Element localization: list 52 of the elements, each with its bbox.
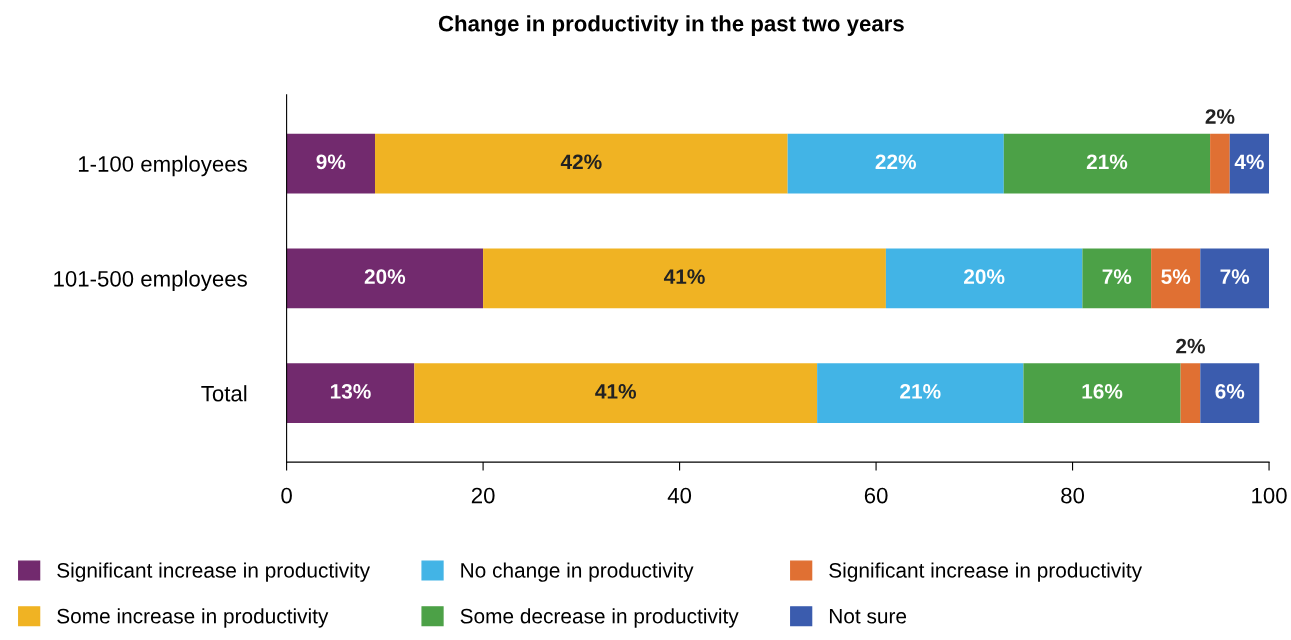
data-label: 13% (330, 384, 371, 399)
bar (1200, 248, 1270, 309)
bar (483, 248, 886, 309)
bar (1023, 363, 1181, 424)
x-tick-label: 60 (864, 487, 888, 504)
data-label: 7% (1102, 269, 1132, 284)
x-tick-label: 100 (1252, 487, 1287, 504)
bar (1082, 248, 1152, 309)
data-label: 21% (1086, 154, 1128, 170)
bar (414, 363, 818, 424)
bar (817, 363, 1024, 424)
y-tick-label: Total (201, 385, 247, 402)
legend-label: Some decrease in productivity (460, 608, 739, 628)
bar (885, 248, 1083, 309)
data-label: 2% (1176, 338, 1205, 354)
bar (286, 248, 484, 309)
x-tick-label: 40 (667, 487, 692, 504)
bar (1180, 363, 1201, 424)
x-tick-label: 0 (281, 487, 292, 504)
data-label: 20% (364, 269, 406, 284)
data-label: 42% (560, 154, 602, 170)
data-label: 5% (1161, 269, 1191, 284)
y-tick-label: 101-500 employees (54, 270, 247, 292)
data-label: 6% (1215, 384, 1245, 399)
bar (1003, 133, 1211, 194)
data-label: 9% (316, 154, 346, 170)
x-tick-label: 80 (1061, 487, 1085, 504)
y-tick-label: 1-100 employees (78, 155, 247, 177)
data-label: 2% (1205, 109, 1235, 124)
bar (1151, 248, 1201, 309)
bar (787, 133, 1004, 194)
x-tick-label: 20 (471, 487, 495, 504)
legend-label: Significant increase in productivity (829, 562, 1143, 582)
bar (286, 363, 415, 424)
bar (1210, 133, 1230, 194)
data-label: 7% (1220, 269, 1250, 284)
data-label: 21% (900, 384, 941, 399)
legend-label: Significant increase in productivity (57, 562, 371, 582)
data-label: 41% (595, 384, 637, 399)
chart-title: Change in productivity in the past two years (438, 15, 904, 37)
data-label: 22% (875, 154, 917, 170)
bar (1200, 363, 1260, 424)
legend-label: No change in productivity (461, 562, 694, 582)
bar (286, 133, 376, 194)
data-label: 16% (1082, 384, 1123, 399)
legend-label: Some increase in productivity (57, 608, 329, 628)
bar (375, 133, 788, 194)
data-label: 4% (1234, 154, 1264, 170)
bar (1229, 133, 1270, 194)
legend-label: Not sure (829, 608, 907, 624)
data-label: 20% (964, 269, 1005, 284)
data-label: 41% (663, 269, 705, 284)
